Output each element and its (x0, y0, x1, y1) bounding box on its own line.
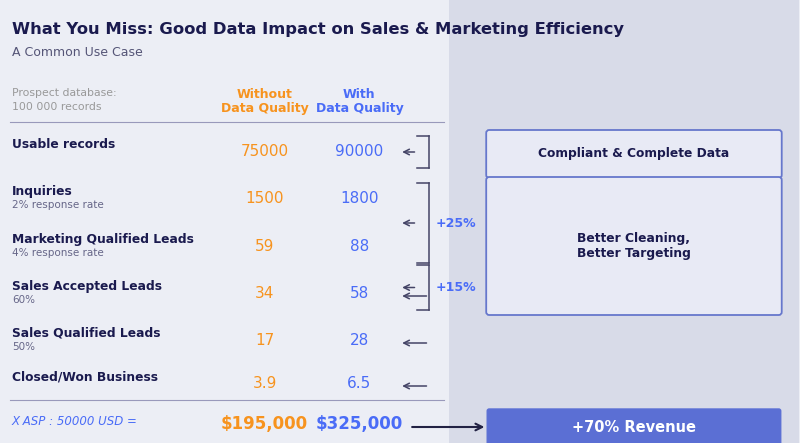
Text: What You Miss: Good Data Impact on Sales & Marketing Efficiency: What You Miss: Good Data Impact on Sales… (12, 22, 624, 37)
Text: Data Quality: Data Quality (315, 102, 403, 115)
Text: 1800: 1800 (340, 191, 378, 206)
Text: 17: 17 (255, 333, 274, 348)
Text: 75000: 75000 (241, 144, 289, 159)
Text: $325,000: $325,000 (316, 415, 403, 433)
Text: Prospect database:: Prospect database: (12, 88, 117, 98)
Text: X ASP : 50000 USD =: X ASP : 50000 USD = (12, 415, 138, 428)
Text: Data Quality: Data Quality (221, 102, 309, 115)
Text: $195,000: $195,000 (221, 415, 308, 433)
Text: 59: 59 (255, 239, 274, 254)
Text: Without: Without (237, 88, 293, 101)
Text: 2% response rate: 2% response rate (12, 200, 104, 210)
Bar (450, 0, 798, 443)
Text: Inquiries: Inquiries (12, 185, 73, 198)
Text: With: With (343, 88, 376, 101)
Text: Sales Qualified Leads: Sales Qualified Leads (12, 327, 161, 340)
Text: Marketing Qualified Leads: Marketing Qualified Leads (12, 233, 194, 246)
Text: +25%: +25% (435, 217, 476, 229)
Text: +70% Revenue: +70% Revenue (572, 420, 696, 435)
Text: Closed/Won Business: Closed/Won Business (12, 370, 158, 383)
Text: Compliant & Complete Data: Compliant & Complete Data (538, 148, 730, 160)
Text: 88: 88 (350, 239, 369, 254)
Text: 3.9: 3.9 (252, 376, 277, 391)
Text: Better Cleaning,
Better Targeting: Better Cleaning, Better Targeting (577, 232, 691, 260)
Text: 1500: 1500 (246, 191, 284, 206)
Text: +15%: +15% (435, 281, 476, 294)
FancyBboxPatch shape (486, 177, 782, 315)
Text: 50%: 50% (12, 342, 35, 352)
Text: 34: 34 (255, 286, 274, 301)
Text: 60%: 60% (12, 295, 35, 305)
Text: 58: 58 (350, 286, 369, 301)
Text: 28: 28 (350, 333, 369, 348)
Text: 90000: 90000 (335, 144, 383, 159)
Text: 100 000 records: 100 000 records (12, 102, 102, 112)
Text: 6.5: 6.5 (347, 376, 371, 391)
Text: 4% response rate: 4% response rate (12, 248, 104, 258)
Text: Usable records: Usable records (12, 138, 115, 151)
Text: A Common Use Case: A Common Use Case (12, 46, 142, 59)
Text: Sales Accepted Leads: Sales Accepted Leads (12, 280, 162, 293)
FancyBboxPatch shape (487, 409, 781, 443)
FancyBboxPatch shape (486, 130, 782, 178)
